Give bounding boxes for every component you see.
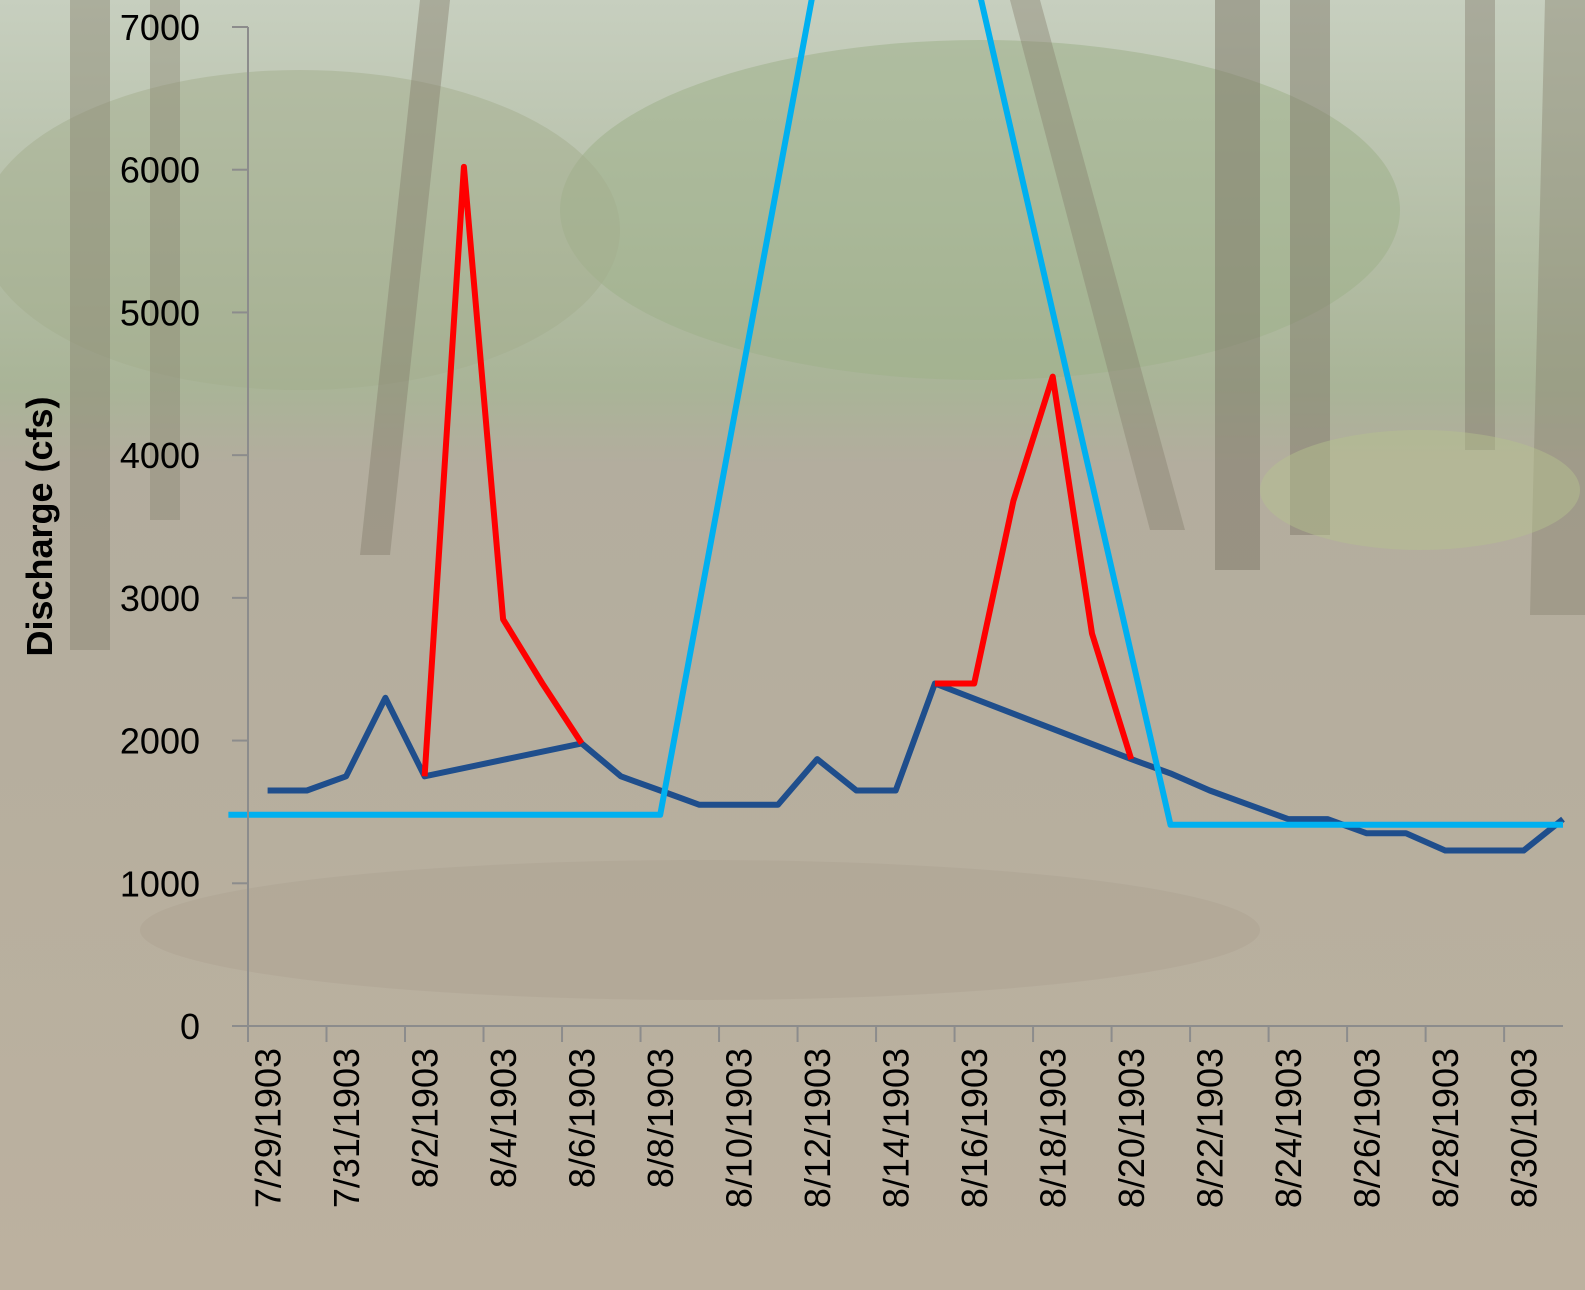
x-tick-label: 8/6/1903 bbox=[562, 1048, 603, 1188]
x-tick-label: 8/26/1903 bbox=[1347, 1048, 1388, 1208]
series-line-2 bbox=[421, 163, 585, 777]
x-tick-label: 8/28/1903 bbox=[1425, 1048, 1466, 1208]
plot-area bbox=[228, 0, 1565, 854]
x-tick-label: 8/10/1903 bbox=[719, 1048, 760, 1208]
y-axis-title: Discharge (cfs) bbox=[19, 396, 60, 656]
y-tick-label: 5000 bbox=[120, 292, 200, 333]
x-tick-label: 8/16/1903 bbox=[954, 1048, 995, 1208]
y-tick-label: 1000 bbox=[120, 863, 200, 904]
y-tick-label: 0 bbox=[180, 1006, 200, 1047]
series-line-4 bbox=[228, 0, 1563, 828]
axes: 0 1000 2000 3000 4000 5000 6000 7000 7/29/1903 7/… bbox=[19, 7, 1563, 1208]
x-tick-label: 8/22/1903 bbox=[1190, 1048, 1231, 1208]
series-line-1 bbox=[267, 680, 1565, 854]
x-tick-label: 8/24/1903 bbox=[1268, 1048, 1309, 1208]
x-tick-label: 8/4/1903 bbox=[483, 1048, 524, 1188]
x-tick-label: 7/31/1903 bbox=[326, 1048, 367, 1208]
series-line-3 bbox=[934, 373, 1135, 760]
y-tick-label: 3000 bbox=[120, 578, 200, 619]
x-tick-label: 8/18/1903 bbox=[1033, 1048, 1074, 1208]
x-tick-label: 8/14/1903 bbox=[876, 1048, 917, 1208]
x-tick-label: 8/30/1903 bbox=[1504, 1048, 1545, 1208]
y-tick-label: 7000 bbox=[120, 7, 200, 48]
x-tick-label: 8/2/1903 bbox=[405, 1048, 446, 1188]
y-tick-label: 2000 bbox=[120, 721, 200, 762]
y-tick-label: 4000 bbox=[120, 435, 200, 476]
x-tick-label: 8/8/1903 bbox=[640, 1048, 681, 1188]
x-tick-label: 8/20/1903 bbox=[1111, 1048, 1152, 1208]
x-tick-label: 8/12/1903 bbox=[797, 1048, 838, 1208]
y-tick-label: 6000 bbox=[120, 150, 200, 191]
x-tick-label: 7/29/1903 bbox=[248, 1048, 289, 1208]
